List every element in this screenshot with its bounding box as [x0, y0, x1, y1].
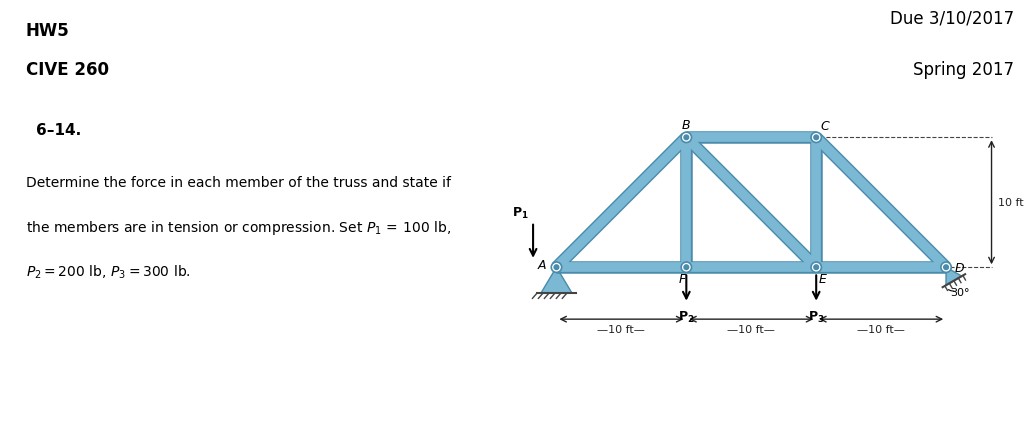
Text: HW5: HW5 [26, 22, 70, 40]
Circle shape [684, 265, 689, 270]
Circle shape [684, 136, 689, 140]
Circle shape [551, 262, 561, 273]
Circle shape [814, 136, 818, 140]
Text: D: D [954, 261, 964, 274]
Text: F: F [679, 273, 686, 286]
Text: 30°: 30° [950, 287, 970, 297]
Text: 10 ft: 10 ft [998, 198, 1024, 208]
Circle shape [681, 133, 691, 143]
Circle shape [554, 265, 559, 270]
Polygon shape [541, 268, 572, 293]
Polygon shape [946, 268, 962, 286]
Text: E: E [819, 273, 826, 286]
Text: CIVE 260: CIVE 260 [26, 61, 109, 79]
Text: Determine the force in each member of the truss and state if: Determine the force in each member of th… [26, 175, 451, 189]
Circle shape [814, 265, 818, 270]
Text: $P_2 = 200$ lb, $P_3 = 300$ lb.: $P_2 = 200$ lb, $P_3 = 300$ lb. [26, 263, 190, 280]
Text: A: A [538, 258, 547, 272]
Circle shape [811, 133, 821, 143]
Text: —10 ft—: —10 ft— [857, 325, 905, 335]
Text: the members are in tension or compression. Set $P_1\,=\,100$ lb,: the members are in tension or compressio… [26, 219, 451, 237]
Circle shape [811, 262, 821, 273]
Text: $\mathbf{P_2}$: $\mathbf{P_2}$ [678, 309, 694, 324]
Text: $\mathbf{P_1}$: $\mathbf{P_1}$ [512, 206, 529, 221]
Circle shape [941, 262, 951, 273]
Text: —10 ft—: —10 ft— [597, 325, 645, 335]
Text: Spring 2017: Spring 2017 [912, 61, 1014, 79]
Circle shape [944, 265, 948, 270]
Text: $\mathbf{P_3}$: $\mathbf{P_3}$ [808, 309, 824, 324]
Text: —10 ft—: —10 ft— [727, 325, 775, 335]
Text: 6–14.: 6–14. [36, 123, 81, 138]
Text: Due 3/10/2017: Due 3/10/2017 [890, 10, 1014, 28]
Text: B: B [682, 119, 690, 131]
Circle shape [681, 262, 691, 273]
Text: C: C [821, 120, 829, 133]
